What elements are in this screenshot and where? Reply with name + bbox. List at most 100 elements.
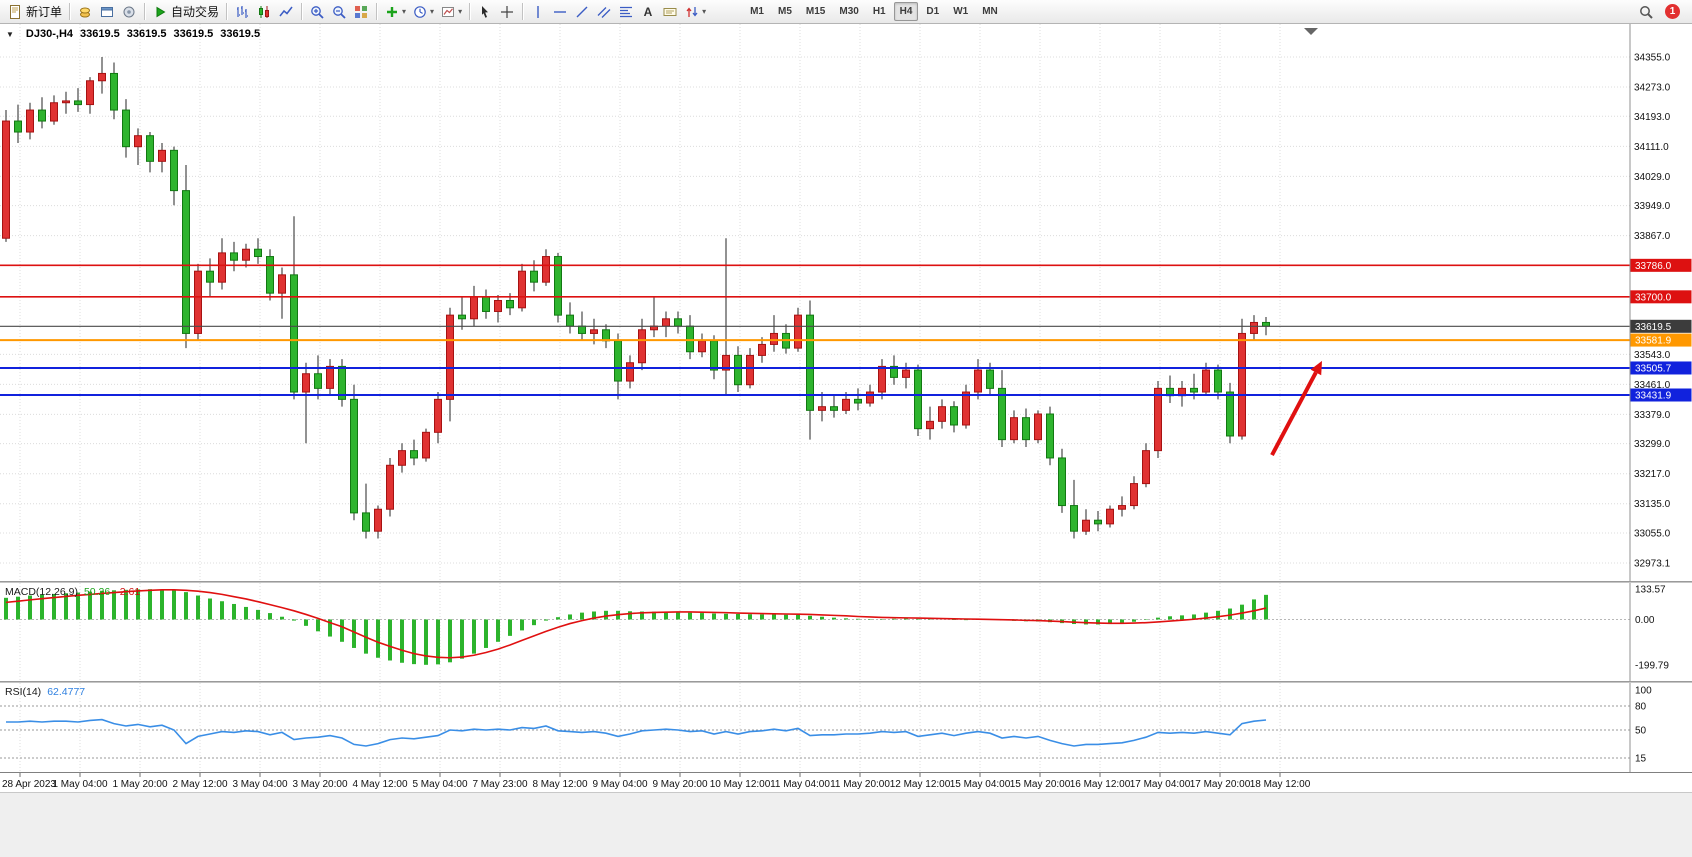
trend-arrow[interactable] — [1270, 371, 1318, 456]
price-axis-tick: 34111.0 — [1634, 142, 1669, 153]
candle — [314, 373, 322, 389]
fibonacci-retracement-button[interactable] — [616, 2, 636, 22]
auto-trading-label: 自动交易 — [171, 5, 220, 19]
horizontal-line-button[interactable] — [550, 2, 570, 22]
cursor-button[interactable] — [475, 2, 495, 22]
templates-dropdown-icon[interactable]: ▾ — [458, 7, 463, 16]
templates-icon — [442, 6, 455, 17]
macd-name: MACD(12,26,9) — [5, 586, 78, 598]
timeframe-m1-button[interactable]: M1 — [750, 6, 764, 17]
one-click-trading-collapse-icon[interactable]: ▼ — [6, 29, 14, 39]
candle — [506, 299, 514, 309]
timeframe-h1-button[interactable]: H1 — [872, 6, 886, 17]
navigator-button[interactable] — [119, 2, 139, 22]
candle — [1214, 369, 1222, 393]
candle — [290, 274, 298, 393]
price-axis-tick: 33867.0 — [1634, 231, 1671, 242]
timeframe-mn-button[interactable]: MN — [982, 6, 998, 17]
candle — [1082, 519, 1090, 532]
candle — [986, 369, 994, 389]
candle — [482, 296, 490, 312]
candle — [770, 332, 778, 345]
timeframe-m5-button[interactable]: M5 — [778, 6, 792, 17]
candle — [878, 365, 886, 393]
price-badge-text: 33431.9 — [1635, 391, 1672, 402]
tile-windows-button[interactable] — [351, 2, 371, 22]
text-label-icon — [663, 7, 677, 16]
auto-trading-button[interactable]: 自动交易 — [150, 2, 221, 22]
candle — [818, 406, 826, 411]
chart-shift-marker[interactable] — [1304, 28, 1318, 35]
price-chart-panel[interactable]: 34355.0 34273.0 34193.0 34111.0 34029.0 33949… — [0, 24, 1692, 581]
candle — [890, 365, 898, 378]
time-label: 17 May 20:00 — [1190, 779, 1251, 790]
crosshair-button[interactable] — [497, 2, 517, 22]
candle — [626, 362, 634, 382]
timeframe-w1-button[interactable]: W1 — [953, 6, 969, 17]
candle — [386, 464, 394, 510]
periods-dropdown-icon[interactable]: ▾ — [430, 7, 435, 16]
trend-arrow-head[interactable] — [1310, 360, 1322, 376]
candle — [158, 149, 166, 162]
price-axis-tick: 33299.0 — [1634, 439, 1671, 450]
templates-button[interactable]: ▾ — [438, 2, 464, 22]
time-axis[interactable]: 28 Apr 2023 1 May 04:00 1 May 20:00 2 May 1… — [0, 772, 1692, 792]
arrow-objects-button[interactable]: ▾ — [682, 2, 708, 22]
candle — [1154, 387, 1162, 452]
vertical-line-button[interactable] — [528, 2, 548, 22]
data-window-button[interactable] — [97, 2, 117, 22]
notification-badge[interactable]: 1 — [1665, 4, 1680, 19]
indicators-dropdown-icon[interactable]: ▾ — [402, 7, 407, 16]
time-label: 12 May 12:00 — [890, 779, 951, 790]
new-order-button[interactable]: 新订单 — [5, 2, 64, 22]
candle — [1190, 387, 1198, 393]
rsi-axis-tick: 15 — [1635, 754, 1647, 765]
toolbar-separator — [301, 3, 303, 20]
toolbar-separator — [522, 3, 524, 20]
price-axis-tick: 34355.0 — [1634, 52, 1671, 63]
auto-trading-icon — [156, 6, 166, 17]
rsi-panel[interactable]: 100 80 50 15 RSI(14) 62.4777 — [0, 683, 1692, 772]
time-label: 17 May 04:00 — [1130, 779, 1191, 790]
time-label: 11 May 20:00 — [830, 779, 890, 790]
text-button[interactable]: A — [638, 2, 658, 22]
market-watch-icon — [80, 7, 91, 17]
market-watch-button[interactable] — [75, 2, 95, 22]
line-chart-button[interactable] — [276, 2, 296, 22]
zoom-out-button[interactable] — [329, 2, 349, 22]
price-badge-33700.0 — [1630, 290, 1692, 304]
candle — [638, 329, 646, 364]
candle — [14, 120, 22, 133]
time-label: 8 May 12:00 — [532, 779, 587, 790]
panel-splitter[interactable] — [0, 581, 1692, 583]
zoom-in-button[interactable] — [307, 2, 327, 22]
text-label-button[interactable] — [660, 2, 680, 22]
vertical-line-icon — [537, 5, 539, 18]
periods-button[interactable]: ▾ — [410, 2, 436, 22]
candle — [326, 365, 334, 389]
search-button[interactable] — [1636, 2, 1656, 22]
candle — [374, 508, 382, 532]
timeframe-d1-button[interactable]: D1 — [926, 6, 940, 17]
time-label: 28 Apr 2023 — [2, 779, 56, 790]
rsi-axis-tick: 50 — [1635, 726, 1647, 737]
indicators-button[interactable]: ▾ — [382, 2, 408, 22]
candlestick-chart-button[interactable] — [254, 2, 274, 22]
timeframe-m30-button[interactable]: M30 — [839, 6, 859, 17]
bar-chart-button[interactable] — [232, 2, 252, 22]
price-axis-tick: 33543.0 — [1634, 350, 1671, 361]
close-value: 33619.5 — [220, 28, 261, 40]
candle — [218, 252, 226, 283]
equidistant-channel-button[interactable] — [594, 2, 614, 22]
candle — [590, 329, 598, 334]
arrow-objects-dropdown-icon[interactable]: ▾ — [702, 7, 707, 16]
candle — [734, 354, 742, 386]
timeframe-h4-button[interactable]: H4 — [893, 2, 919, 21]
timeframe-m15-button[interactable]: M15 — [805, 6, 826, 17]
trend-line-button[interactable] — [572, 2, 592, 22]
new-order-icon — [10, 4, 20, 19]
panel-splitter[interactable] — [0, 681, 1692, 683]
macd-panel[interactable]: 133.57 0.00 -199.79 MACD(12,26,9) 50.26 -2… — [0, 583, 1692, 681]
